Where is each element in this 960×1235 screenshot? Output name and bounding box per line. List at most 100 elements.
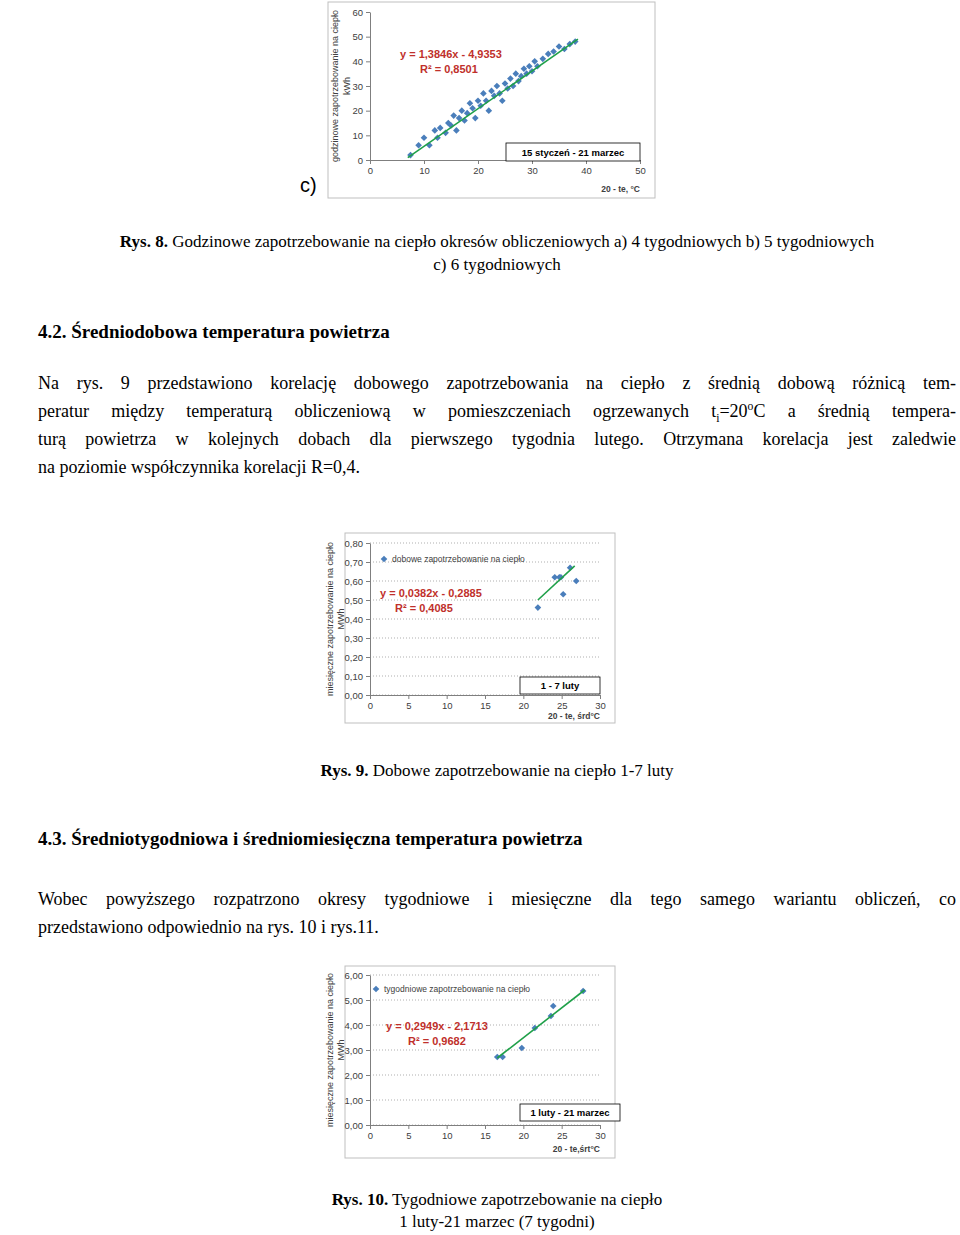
trend-annotation: R² = 0,4085 [395,602,453,614]
tick: 0,00 [345,690,371,701]
chart: 010203040500102030405060godzinowe zapotr… [300,2,655,198]
tick-mark [366,1050,370,1051]
grid-line [370,619,600,620]
tick-label: 0,70 [345,557,364,568]
tick: 0,40 [345,614,371,625]
y-axis-title: MWh [336,609,346,630]
grid-line [370,600,600,601]
charts: 010203040500102030405060godzinowe zapotr… [0,0,960,1235]
tick-label: 0,10 [345,671,364,682]
axis-line [370,976,371,1126]
point [535,604,542,611]
axis-line [370,544,371,696]
x-axis: 051015202530 [368,695,606,711]
grid [370,975,600,1125]
tick: 0,80 [345,538,371,549]
text-line: Wobec powyższego rozpatrzono okresy tygo… [38,885,956,913]
tick-label: 20 [519,700,530,711]
text: o [748,400,754,413]
y-axis-title: kWh [342,77,352,95]
tick: 5,00 [345,995,371,1006]
grid [370,543,600,695]
tick-mark [523,695,524,699]
tick-mark [366,581,370,582]
chart: 0510152025300,001,002,003,004,005,006,00… [325,966,620,1158]
tick: 0 [368,1125,373,1141]
x-axis: 051015202530 [368,1125,606,1141]
tick-label: 0,40 [345,614,364,625]
plot-area [535,564,580,611]
y-axis: 0102030405060 [352,7,370,166]
tick: 6,00 [345,970,371,981]
tick: 30 [595,695,606,711]
tick-mark [366,61,370,62]
tick-mark [366,86,370,87]
text: Dobowe zapotrzebowanie na ciepło 1-7 lut… [369,761,674,780]
text: Godzinowe zapotrzebowanie na ciepło okre… [168,232,874,251]
text: peratur między temperaturą obliczeniową … [38,401,716,421]
point [421,134,428,141]
point [573,578,580,585]
point [485,107,492,114]
y-axis-title: miesięczne zapotrzebowanie na ciepło [325,973,335,1127]
tick-mark [366,619,370,620]
text-line: przedstawiono odpowiednio na rys. 10 i r… [38,913,956,941]
tick-label: 20 [352,105,363,116]
tick-label: 50 [635,165,646,176]
text: 1 luty-21 marzec (7 tygodni) [399,1212,594,1231]
point [472,115,479,122]
tick-label: 5 [406,700,411,711]
tick: 30 [527,160,538,176]
text-line: 4.2. Średniodobowa temperatura powietrza [38,320,956,344]
tick-label: 0,00 [345,690,364,701]
series-points [494,988,586,1061]
tick-label: 0,20 [345,652,364,663]
tick-label: 6,00 [345,970,364,981]
tick-label: 0,00 [345,1120,364,1131]
legend-marker [373,986,380,993]
tick-label: 30 [595,700,606,711]
tick-mark [366,1100,370,1101]
legend: dobowe zapotrzebowanie na ciepło [381,554,525,564]
text: na poziomie współczynnika korelacji R=0,… [38,457,360,477]
text-line: Rys. 9. Dobowe zapotrzebowanie na ciepło… [38,759,956,782]
text: =20 [719,401,747,421]
tick: 15 [480,1125,491,1141]
x-axis-title: 20 - te,śrt°C [553,1144,600,1154]
text-line: c) 6 tygodniowych [38,253,956,276]
tick-label: 30 [352,81,363,92]
tick: 5 [406,695,411,711]
tick: 0,30 [345,633,371,644]
plot-area [494,988,586,1061]
tick: 1,00 [345,1095,371,1106]
tick-mark [366,543,370,544]
chart-texts: miesięczne zapotrzebowanie na ciepłoMWh2… [325,973,620,1154]
tick: 10 [352,130,370,141]
grid-line [370,581,600,582]
tick-mark [366,562,370,563]
text: Tygodniowe zapotrzebowanie na ciepło [388,1190,662,1209]
tick: 0,20 [345,652,371,663]
tick: 25 [557,1125,568,1141]
tick-label: 5 [406,1130,411,1141]
y-axis-title: godzinowe zapotrzebowanie na ciepło [330,10,340,162]
point [499,97,506,104]
tick-label: 0,80 [345,538,364,549]
tick-label: 1,00 [345,1095,364,1106]
text: Rys. 10. [332,1190,389,1209]
tick: 20 [473,160,484,176]
caption: Rys. 8. Godzinowe zapotrzebowanie na cie… [38,230,956,276]
text: i [716,412,719,425]
trend-annotation: y = 1,3846x - 4,9353 [400,48,502,60]
tick: 0,60 [345,576,371,587]
tick: 20 [519,1125,530,1141]
tick-label: 30 [595,1130,606,1141]
tick: 50 [635,160,646,176]
tick: 30 [595,1125,606,1141]
tick-mark [366,12,370,13]
grid-line [370,1000,600,1001]
grid-line [370,1050,600,1051]
tick-label: 20 [519,1130,530,1141]
text: 4.3. Średniotygodniowa i średniomiesięcz… [38,828,582,849]
tick-label: 50 [352,31,363,42]
